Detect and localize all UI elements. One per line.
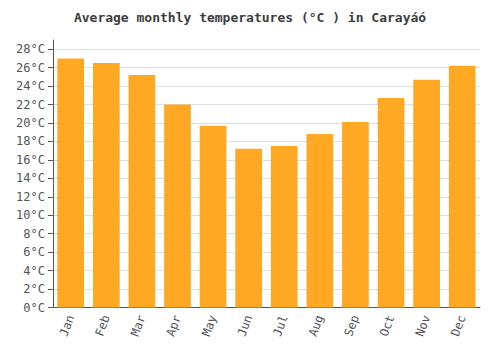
svg-text:4°C: 4°C	[23, 264, 45, 278]
svg-text:28°C: 28°C	[16, 42, 45, 56]
svg-text:20°C: 20°C	[16, 116, 45, 130]
svg-text:2°C: 2°C	[23, 282, 45, 296]
svg-text:Mar: Mar	[128, 313, 149, 338]
svg-text:26°C: 26°C	[16, 61, 45, 75]
svg-text:6°C: 6°C	[23, 245, 45, 259]
svg-text:Nov: Nov	[413, 313, 434, 338]
svg-text:0°C: 0°C	[23, 301, 45, 315]
svg-text:Jul: Jul	[270, 313, 291, 338]
svg-text:22°C: 22°C	[16, 98, 45, 112]
svg-text:16°C: 16°C	[16, 153, 45, 167]
svg-text:12°C: 12°C	[16, 190, 45, 204]
svg-text:24°C: 24°C	[16, 79, 45, 93]
svg-text:May: May	[199, 313, 220, 338]
svg-text:Apr: Apr	[163, 313, 184, 338]
svg-text:Jun: Jun	[235, 313, 256, 338]
svg-text:Oct: Oct	[377, 313, 398, 338]
svg-text:Jan: Jan	[57, 313, 78, 338]
svg-text:Aug: Aug	[306, 313, 327, 338]
svg-text:14°C: 14°C	[16, 171, 45, 185]
svg-text:18°C: 18°C	[16, 134, 45, 148]
svg-text:10°C: 10°C	[16, 208, 45, 222]
svg-text:Average monthly temperatures (: Average monthly temperatures (°C ) in Ca…	[74, 10, 426, 25]
svg-text:Dec: Dec	[448, 313, 469, 338]
svg-text:Sep: Sep	[341, 313, 362, 338]
svg-text:8°C: 8°C	[23, 227, 45, 241]
svg-text:Feb: Feb	[92, 313, 113, 338]
